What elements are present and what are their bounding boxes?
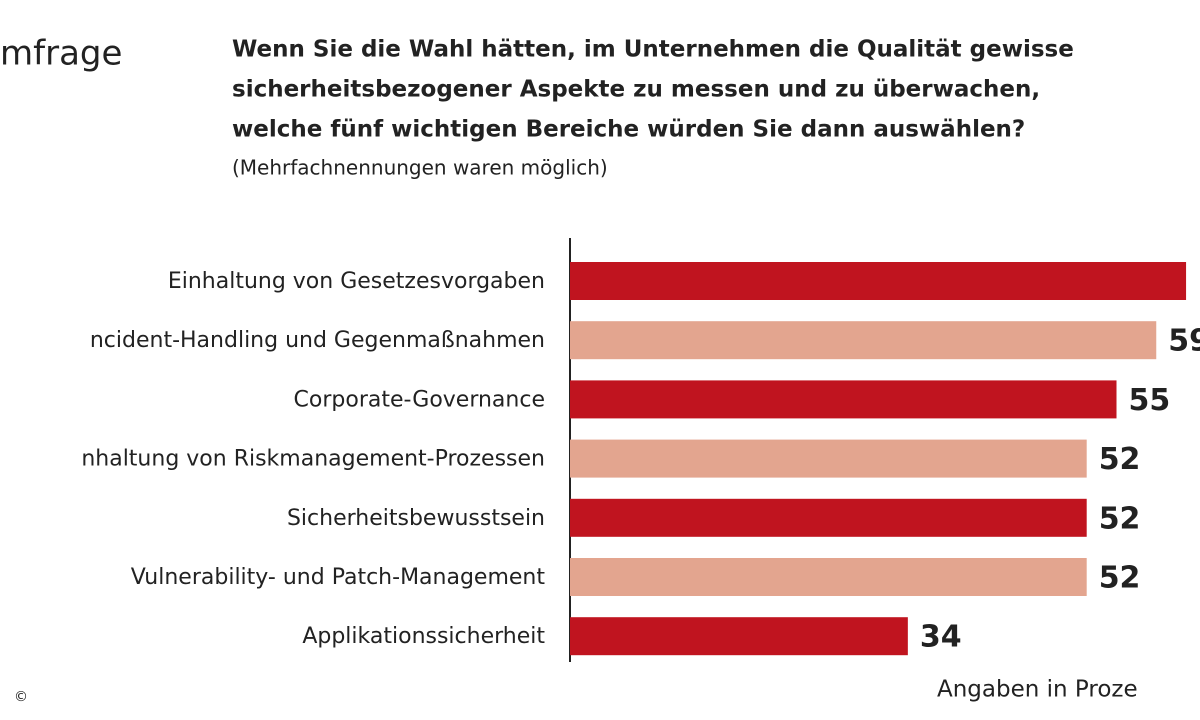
bar	[570, 617, 908, 656]
category-label: Corporate-Governance	[294, 387, 545, 412]
category-label: Einhaltung von Gesetzesvorgaben	[168, 269, 545, 294]
value-label: 62	[1198, 265, 1200, 300]
heading: mfrage	[0, 34, 122, 74]
title-line: Wenn Sie die Wahl hätten, im Unternehmen…	[232, 37, 1074, 63]
title-line: welche fünf wichtigen Bereiche würden Si…	[232, 117, 1025, 143]
subtitle: (Mehrfachnennungen waren möglich)	[232, 156, 608, 180]
value-label: 59	[1168, 324, 1200, 359]
value-label: 52	[1099, 501, 1141, 536]
bar	[570, 380, 1117, 419]
bar	[570, 262, 1187, 300]
category-label: Vulnerability- und Patch-Management	[131, 565, 546, 590]
value-label: 52	[1099, 561, 1141, 596]
value-label: 34	[920, 620, 962, 655]
bar	[570, 439, 1087, 478]
note: Angaben in Proze	[937, 677, 1138, 703]
category-label: ncident-Handling und Gegenmaßnahmen	[90, 328, 545, 353]
bar	[570, 321, 1157, 360]
value-label: 55	[1129, 383, 1171, 418]
category-label: Applikationssicherheit	[302, 624, 545, 649]
category-label: nhaltung von Riskmanagement-Prozessen	[81, 447, 545, 472]
bar	[570, 558, 1087, 596]
title-line: sicherheitsbezogener Aspekte zu messen u…	[232, 77, 1040, 103]
value-label: 52	[1099, 442, 1141, 477]
bar	[570, 498, 1087, 537]
copyright: ©	[14, 689, 28, 705]
category-label: Sicherheitsbewusstsein	[287, 506, 545, 531]
